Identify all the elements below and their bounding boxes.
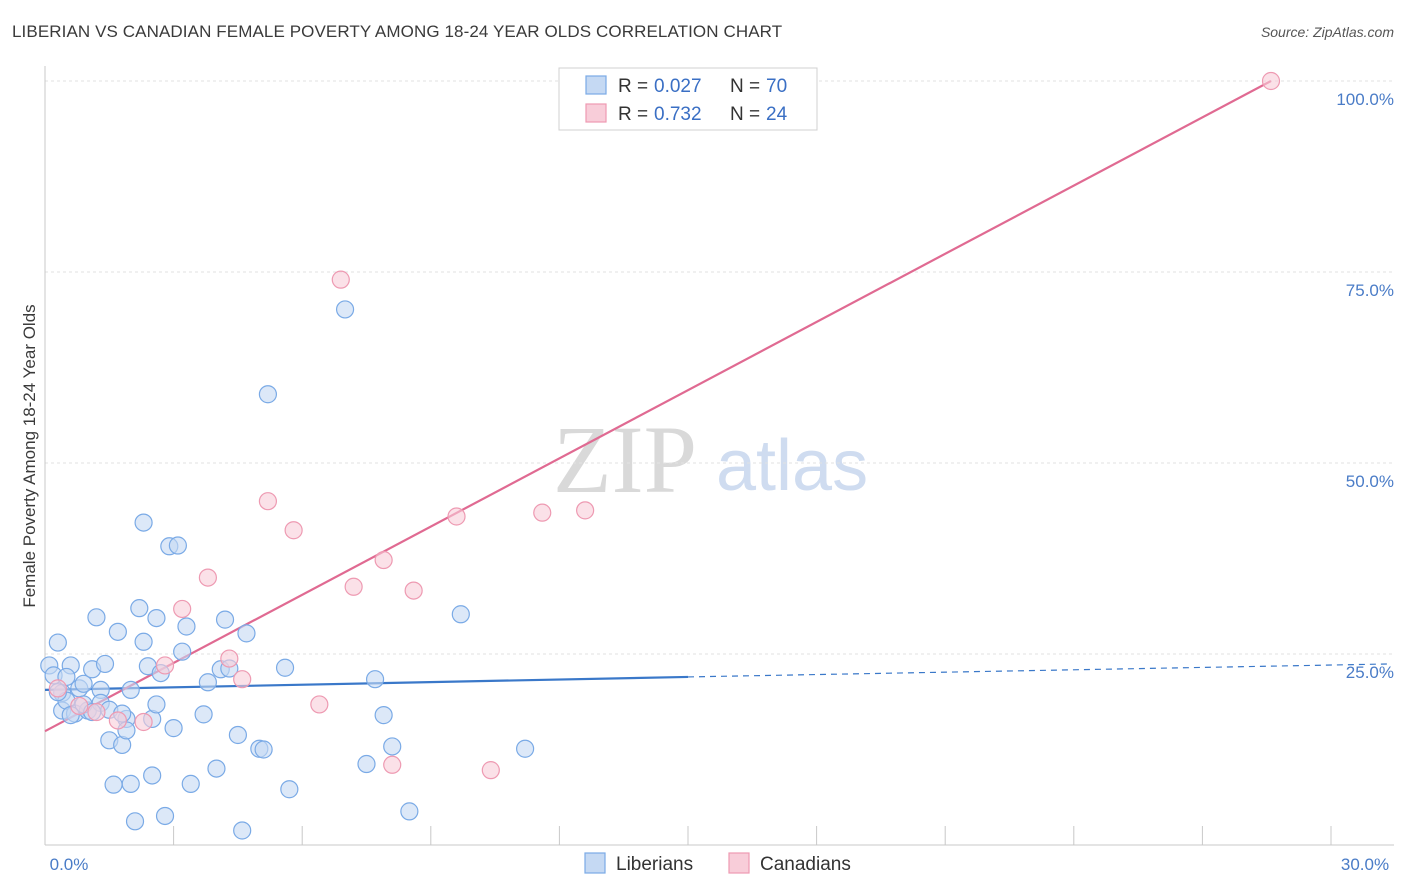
liberian-point-50	[258, 385, 278, 404]
canadian-point-19	[481, 761, 500, 780]
liberian-point-53	[335, 300, 355, 319]
y-axis-label: Female Poverty Among 18-24 Year Olds	[20, 304, 39, 607]
liberian-point-49	[254, 740, 273, 759]
liberian-point-52	[280, 780, 299, 799]
liberian-point-18	[108, 622, 127, 641]
source-label: Source: ZipAtlas.com	[1260, 24, 1394, 40]
liberian-point-2	[48, 633, 67, 652]
liberian-point-23	[125, 812, 145, 831]
liberian-point-30	[147, 608, 166, 628]
liberian-trend-line	[44, 675, 689, 692]
canadian-trend-line	[44, 80, 1272, 733]
axes	[44, 66, 1394, 846]
legend-swatch-liberians	[585, 75, 607, 95]
legend-n-label-2: N =	[730, 104, 760, 125]
liberian-point-41	[207, 759, 226, 778]
legend-box: R = 0.027 N = 70 R = 0.732 N = 24	[558, 67, 818, 131]
canadian-point-5	[155, 656, 175, 675]
canadian-point-4	[134, 712, 153, 732]
canadian-point-13	[331, 270, 350, 289]
legend-swatch-canadians	[585, 103, 607, 123]
canadian-point-14	[344, 577, 363, 596]
liberian-point-64	[121, 680, 140, 700]
liberian-point-40	[198, 673, 217, 692]
liberian-point-46	[233, 821, 252, 840]
canadian-point-7	[198, 568, 217, 587]
liberian-point-29	[143, 766, 162, 785]
canadian-point-8	[220, 649, 239, 668]
x-tick-label-1: 30.0%	[1341, 855, 1389, 874]
watermark-atlas: atlas	[716, 426, 868, 506]
liberian-point-58	[400, 802, 419, 821]
legend-n-label-1: N =	[730, 76, 760, 97]
liberian-point-59	[451, 605, 470, 624]
bottom-legend: Liberians Canadians	[584, 852, 851, 875]
trend-lines	[44, 80, 1392, 733]
watermark-zip: ZIP	[553, 406, 697, 513]
bottom-legend-swatch-canadians	[728, 852, 750, 874]
liberian-point-54	[357, 754, 376, 774]
tick-labels: 25.0% 50.0% 75.0% 100.0% 0.0% 30.0%	[50, 90, 1394, 874]
canadian-point-3	[108, 711, 127, 730]
liberian-trend-extension	[687, 663, 1392, 678]
liberian-point-36	[173, 642, 192, 661]
liberian-point-38	[181, 774, 200, 793]
canadian-point-17	[404, 581, 423, 600]
canadian-point-20	[533, 503, 552, 522]
liberian-point-45	[228, 725, 247, 745]
canadian-point-12	[310, 695, 329, 714]
liberian-point-55	[365, 670, 385, 689]
liberian-point-32	[155, 806, 175, 826]
canadian-point-15	[374, 550, 393, 570]
data-points	[40, 68, 1281, 840]
liberian-point-57	[383, 737, 402, 756]
liberian-point-15	[95, 654, 115, 674]
liberian-point-39	[194, 705, 213, 724]
x-tick-label-0: 0.0%	[50, 855, 89, 874]
liberian-point-35	[168, 536, 187, 555]
y-tick-label-3: 100.0%	[1336, 90, 1394, 109]
liberian-point-69	[147, 695, 166, 714]
canadian-point-10	[258, 492, 278, 511]
legend-n-value-1: 70	[766, 76, 787, 97]
chart-title: LIBERIAN VS CANADIAN FEMALE POVERTY AMON…	[12, 22, 783, 41]
liberian-point-56	[374, 706, 393, 725]
y-tick-label-2: 75.0%	[1346, 281, 1394, 300]
canadian-point-0	[48, 679, 67, 698]
bottom-legend-liberians: Liberians	[616, 854, 693, 875]
bottom-legend-canadians: Canadians	[760, 854, 851, 875]
liberian-point-17	[104, 775, 123, 794]
y-tick-label-0: 25.0%	[1346, 663, 1394, 682]
canadian-point-6	[173, 599, 192, 619]
canadian-point-1	[70, 696, 89, 716]
liberian-point-26	[134, 632, 153, 651]
liberian-point-37	[177, 617, 196, 636]
canadian-point-23	[1261, 71, 1281, 91]
liberian-point-60	[516, 739, 535, 758]
bottom-legend-swatch-liberians	[584, 852, 606, 874]
liberian-point-9	[74, 674, 93, 693]
liberian-point-25	[134, 513, 153, 532]
legend-r-value-2: 0.732	[654, 104, 702, 125]
liberian-point-51	[275, 658, 295, 677]
liberian-point-12	[87, 608, 106, 627]
liberian-point-22	[121, 774, 140, 793]
legend-r-label-1: R =	[618, 76, 648, 97]
liberian-point-47	[237, 624, 256, 643]
gridlines	[45, 80, 1394, 655]
canadian-point-16	[383, 755, 402, 774]
liberian-point-34	[164, 719, 183, 738]
liberian-point-43	[215, 610, 235, 629]
liberian-point-24	[130, 599, 149, 618]
canadian-point-9	[233, 670, 252, 689]
legend-r-label-2: R =	[618, 104, 648, 125]
canadian-point-18	[447, 507, 466, 526]
canadian-point-11	[284, 521, 303, 540]
canadian-point-2	[87, 702, 106, 722]
canadian-point-21	[576, 501, 595, 520]
y-tick-label-1: 50.0%	[1346, 472, 1394, 491]
legend-n-value-2: 24	[766, 104, 788, 125]
legend-r-value-1: 0.027	[654, 76, 702, 97]
